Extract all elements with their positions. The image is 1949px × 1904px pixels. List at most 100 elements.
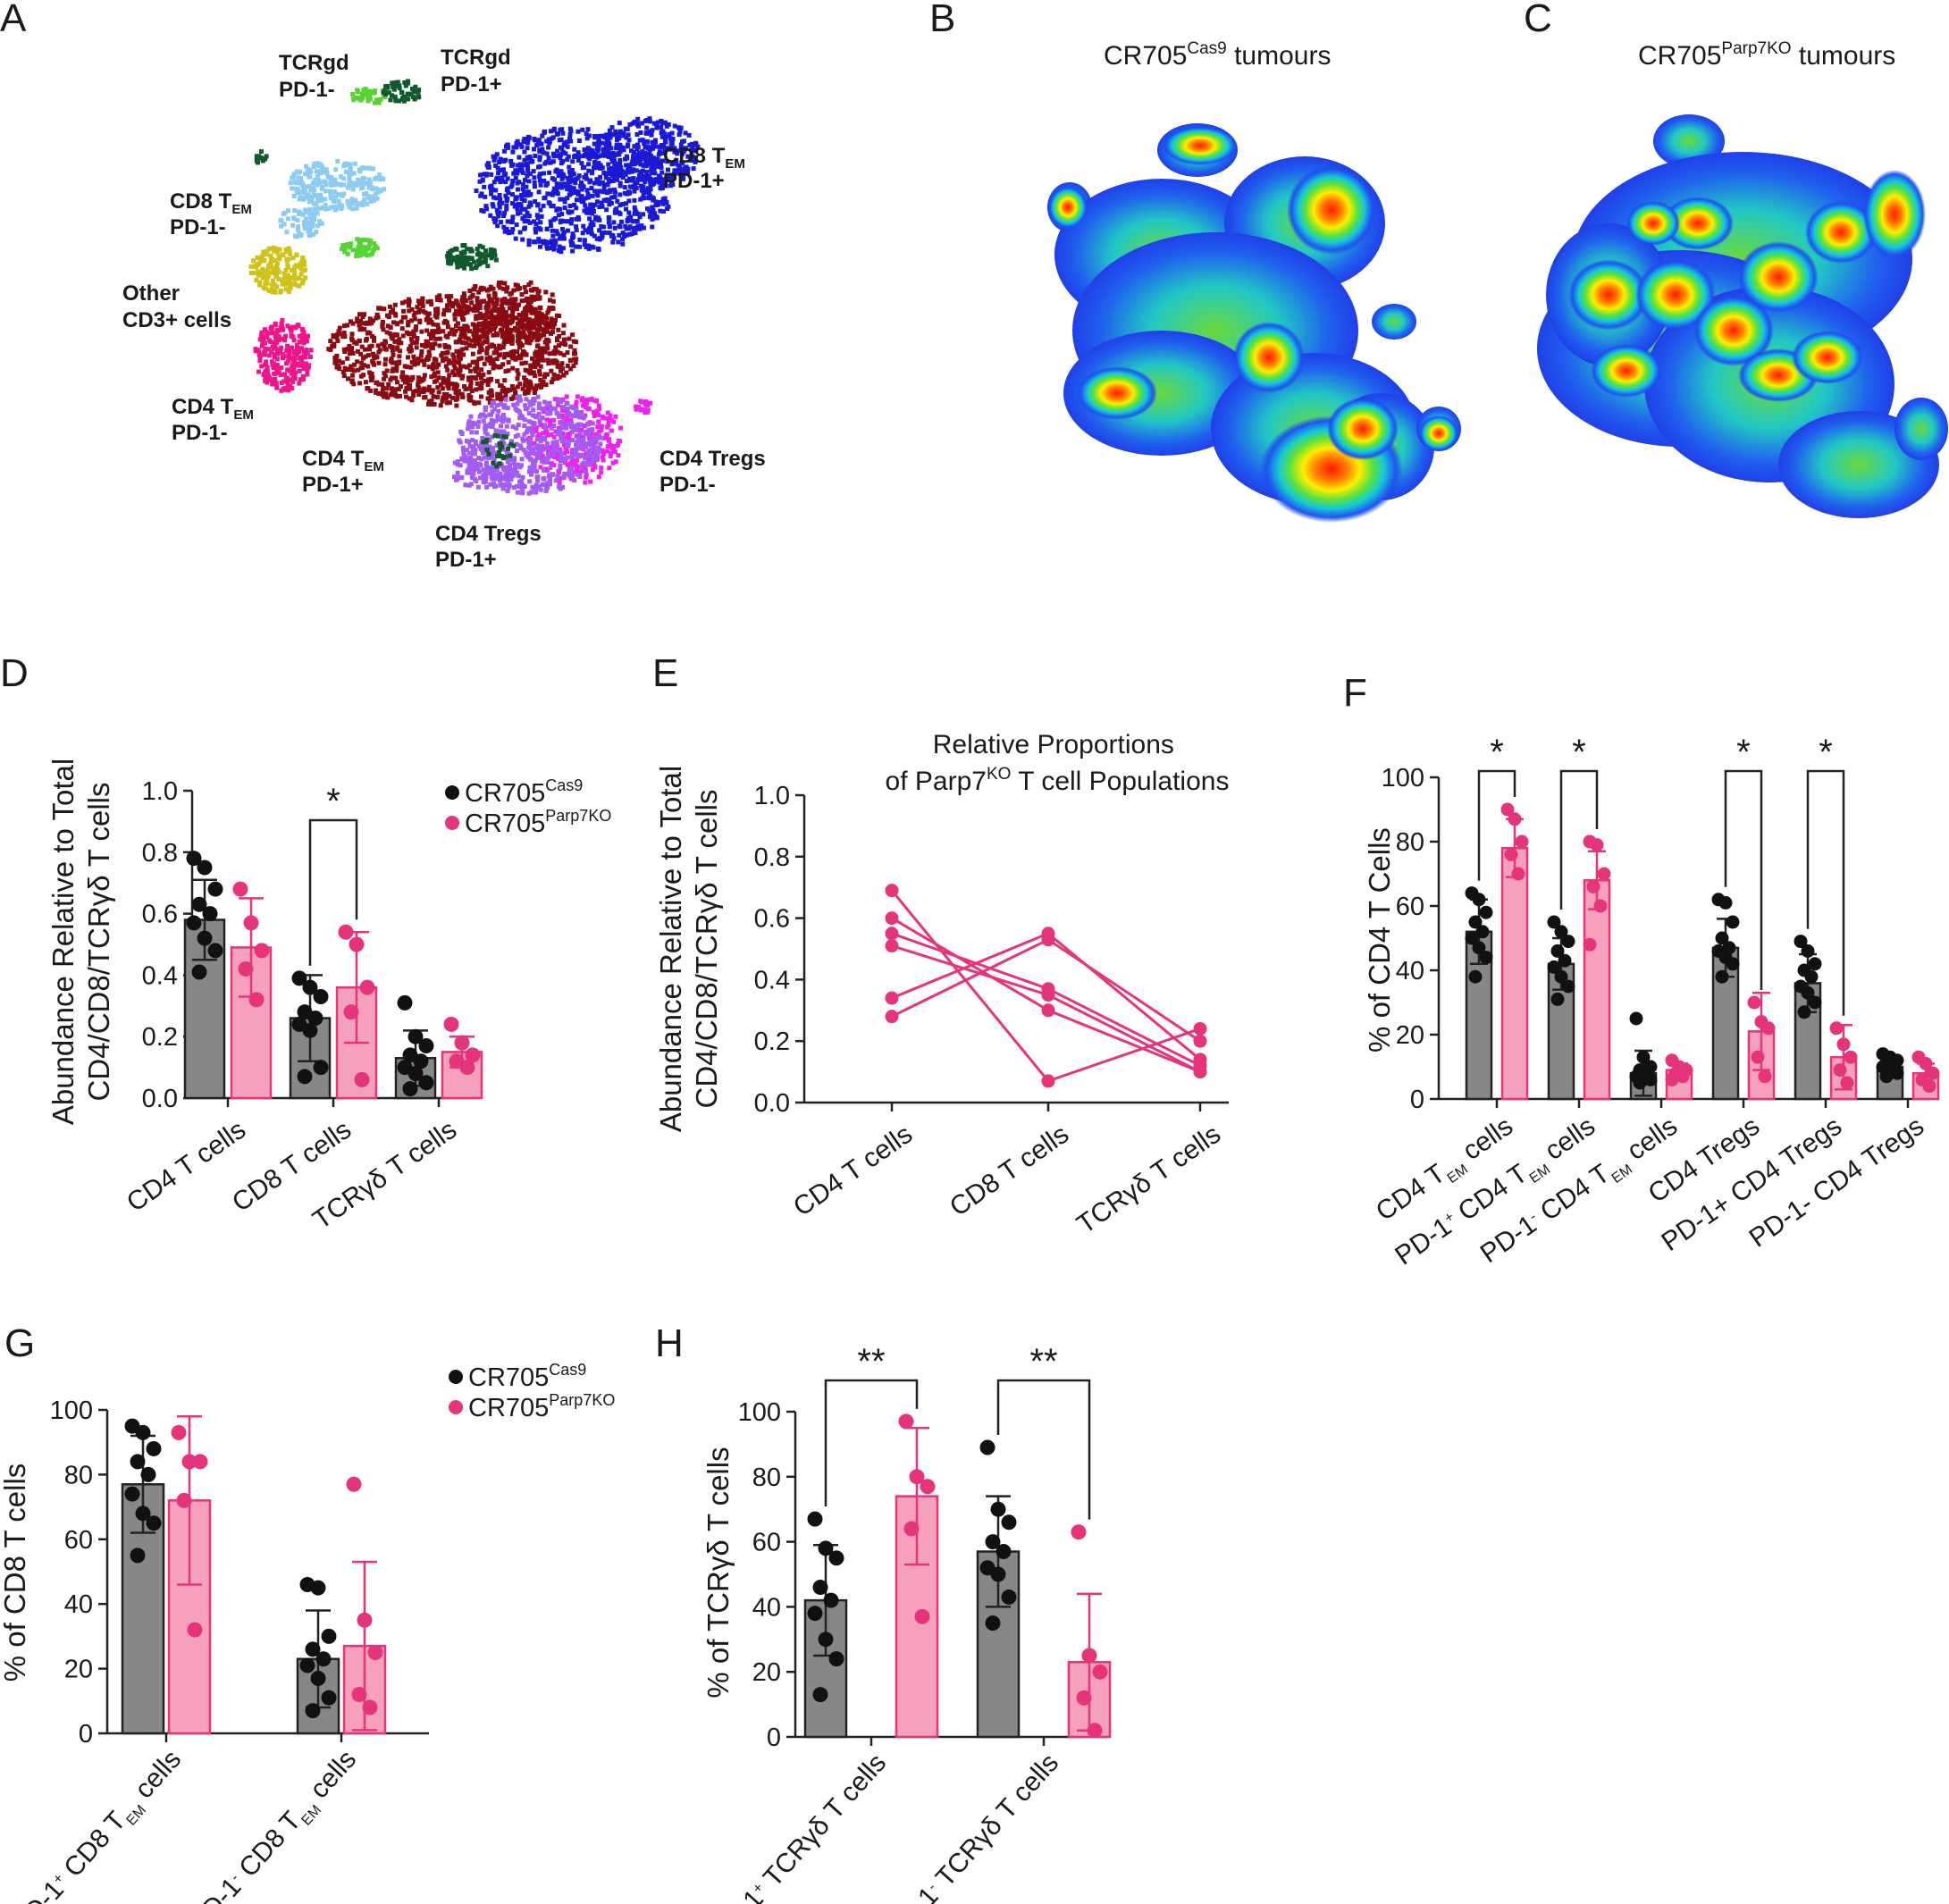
tsne-point (592, 161, 597, 166)
tsne-point (483, 317, 488, 323)
tsne-point (519, 193, 524, 197)
tsne-point (501, 441, 507, 446)
tsne-point (517, 345, 522, 350)
tsne-point (286, 349, 291, 354)
tsne-point (527, 340, 533, 346)
tsne-point (483, 425, 488, 431)
tsne-point (651, 215, 657, 221)
tsne-point (336, 329, 341, 334)
tsne-point (656, 152, 661, 157)
tsne-point (534, 344, 540, 348)
tsne-point (536, 141, 542, 147)
tsne-point (579, 398, 584, 403)
tsne-point (625, 126, 630, 131)
tsne-point (609, 155, 614, 161)
tsne-point (454, 299, 459, 305)
x-category-label: PD-1- CD8 TEM cells (184, 1745, 365, 1904)
tsne-point (407, 297, 411, 302)
tsne-point (377, 175, 382, 180)
tsne-point (486, 437, 491, 442)
tsne-point (414, 88, 419, 94)
tsne-point (617, 158, 623, 163)
tsne-point (645, 162, 651, 167)
tsne-point (538, 220, 543, 225)
tsne-point (295, 218, 300, 223)
tsne-point (514, 145, 519, 150)
tsne-point (372, 338, 376, 343)
tsne-point (537, 432, 542, 438)
tsne-point (518, 331, 524, 337)
tsne-point (559, 146, 565, 151)
data-point (1001, 1589, 1017, 1605)
data-point (299, 1657, 315, 1673)
tsne-point (514, 202, 519, 207)
tsne-point (483, 407, 488, 413)
tsne-point (355, 181, 360, 187)
tsne-point (465, 258, 470, 264)
tsne-point (479, 191, 484, 197)
tsne-point (507, 299, 512, 305)
tsne-point (506, 478, 511, 483)
tsne-point (387, 331, 392, 336)
tsne-point (662, 196, 668, 201)
tsne-point (629, 148, 634, 154)
tsne-point (607, 466, 612, 471)
tsne-point (270, 382, 275, 387)
tsne-point (474, 430, 479, 435)
tsne-point (283, 267, 289, 273)
tsne-point (509, 319, 515, 324)
tsne-point (476, 262, 482, 267)
tsne-point (345, 347, 350, 352)
tsne-point (314, 202, 319, 207)
tsne-point (620, 202, 626, 206)
tsne-point (523, 298, 528, 303)
data-point (418, 1038, 434, 1054)
tsne-point (367, 344, 373, 349)
data-point (1726, 957, 1740, 971)
tsne-point (511, 485, 517, 491)
tsne-point (307, 355, 313, 359)
tsne-point (643, 180, 648, 184)
tsne-point (558, 429, 563, 433)
data-point (909, 1469, 925, 1485)
tsne-point (373, 88, 377, 94)
tsne-point (409, 318, 415, 323)
tsne-point (559, 458, 565, 464)
tsne-point (575, 129, 581, 134)
tsne-point (438, 298, 443, 303)
tsne-point (269, 282, 274, 288)
tsne-point (499, 401, 504, 407)
tsne-point (368, 198, 374, 204)
data-point (146, 1440, 162, 1456)
tsne-point (544, 226, 550, 231)
significance-bracket (996, 1379, 1091, 1520)
tsne-point (365, 364, 371, 369)
tsne-point (655, 156, 660, 162)
tsne-point (279, 381, 284, 385)
tsne-point (607, 166, 612, 172)
tsne-point (529, 310, 534, 315)
tsne-point (528, 321, 533, 326)
tsne-point (447, 393, 452, 398)
tsne-point (437, 343, 442, 348)
tsne-point (533, 226, 538, 231)
tsne-point (506, 231, 511, 236)
tsne-point (354, 250, 359, 256)
tsne-point (651, 180, 657, 186)
density-hotspot (1048, 186, 1088, 229)
tsne-point (568, 239, 574, 244)
tsne-point (372, 241, 377, 247)
tsne-point (567, 136, 572, 141)
tsne-point (477, 300, 483, 306)
tsne-point (555, 231, 560, 237)
tsne-point (539, 415, 544, 421)
tsne-point (476, 456, 482, 460)
tsne-point (654, 215, 659, 221)
tsne-point (561, 405, 567, 410)
tsne-point (319, 221, 324, 226)
tsne-point (273, 376, 278, 382)
chartH-y-tick-label: 60 (752, 1529, 781, 1557)
tsne-point (487, 344, 492, 349)
tsne-point (476, 356, 482, 362)
significance-label: ** (1029, 1342, 1057, 1381)
